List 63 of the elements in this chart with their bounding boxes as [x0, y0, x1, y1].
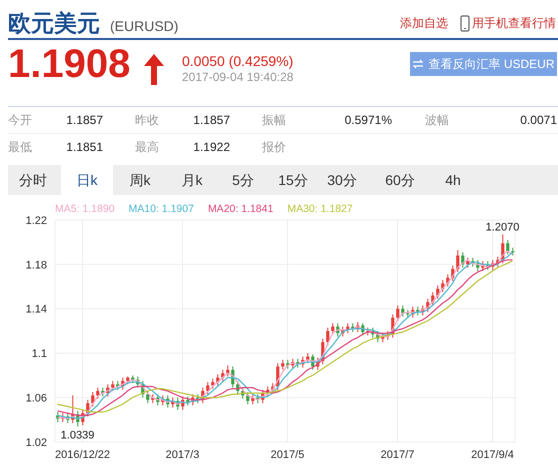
text: 0.5971% [344, 113, 392, 127]
text: 2017-09-04 19:40:28 [182, 70, 294, 84]
text: 分时 [18, 172, 48, 190]
candlestick [226, 364, 230, 378]
text: 昨收 [135, 113, 159, 127]
candlestick [246, 392, 250, 405]
candlestick [306, 352, 310, 364]
text: MA30: 1.1827 [287, 203, 353, 215]
candlestick [281, 359, 284, 370]
annotation: 1.2070 [486, 221, 520, 234]
text: MA10: 1.1907 [128, 203, 194, 215]
text: 最高 [135, 140, 159, 154]
text: 1.1857 [66, 113, 103, 127]
candlestick [206, 382, 210, 395]
text: 添加自选 [400, 16, 448, 30]
text: 今开 [8, 113, 32, 127]
annotation: 1.0339 [60, 429, 94, 442]
candlestick [211, 378, 214, 390]
x-tick-label: 2017/7 [380, 448, 414, 461]
candlestick [111, 380, 114, 392]
y-tick-label: 1.06 [26, 392, 47, 405]
text: 日k [76, 172, 98, 190]
text: 波幅 [425, 113, 449, 127]
candlestick [456, 249, 460, 273]
text: MA20: 1.1841 [208, 203, 274, 215]
x-tick-label: 2017/9/4 [471, 448, 514, 461]
candlestick [96, 387, 100, 400]
text: 用手机查看行情 [472, 16, 556, 30]
candlestick [146, 390, 150, 404]
text: 0.0050 (0.4259%) [182, 53, 294, 69]
text: 月k [180, 172, 204, 190]
text: 0.0071 [520, 113, 557, 127]
y-tick-label: 1.14 [26, 304, 47, 316]
text: 周k [128, 172, 152, 190]
text: 1.1922 [193, 140, 230, 154]
text: 30分 [326, 172, 358, 190]
text: 振幅 [262, 113, 286, 127]
text: 1.1908 [8, 42, 130, 86]
text: MA5: 1.1890 [55, 203, 115, 215]
x-tick-label: 2017/5 [270, 448, 304, 461]
text: 1.1857 [193, 113, 230, 127]
y-tick-label: 1.1 [32, 348, 47, 360]
text: 4h [444, 172, 462, 188]
text: 1.1851 [66, 140, 103, 154]
text: 最低 [8, 140, 32, 154]
chart-title: 欧元美元 [8, 10, 100, 36]
y-tick-label: 1.22 [26, 214, 47, 227]
text: 15分 [277, 172, 309, 190]
x-tick-label: 2017/3 [166, 448, 200, 461]
x-tick-label: 2016/12/22 [54, 448, 110, 461]
text: 报价 [262, 140, 286, 154]
candlestick [506, 239, 510, 255]
text: 60分 [384, 172, 416, 190]
candlestick [466, 257, 470, 268]
y-tick-label: 1.02 [26, 436, 47, 449]
y-tick-label: 1.18 [26, 259, 47, 272]
candlestick [331, 322, 334, 335]
candlestick [396, 304, 400, 322]
candlestick [91, 392, 94, 407]
candlestick [326, 327, 330, 346]
text: 查看反向汇率 USDEUR [410, 52, 557, 76]
text: 5分 [231, 172, 255, 190]
chart-subtitle: (EURUSD) [110, 18, 178, 34]
